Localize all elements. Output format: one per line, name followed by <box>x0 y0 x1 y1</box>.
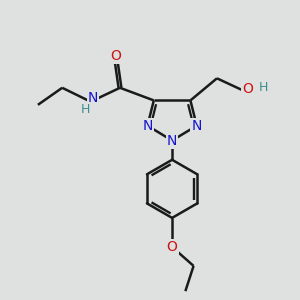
Text: H: H <box>259 81 268 94</box>
Text: O: O <box>110 49 121 63</box>
Text: N: N <box>142 119 153 133</box>
Text: N: N <box>88 91 98 105</box>
Text: H: H <box>80 103 90 116</box>
Text: N: N <box>191 119 202 133</box>
Text: N: N <box>167 134 177 148</box>
Text: O: O <box>167 240 178 254</box>
Text: O: O <box>242 82 253 96</box>
